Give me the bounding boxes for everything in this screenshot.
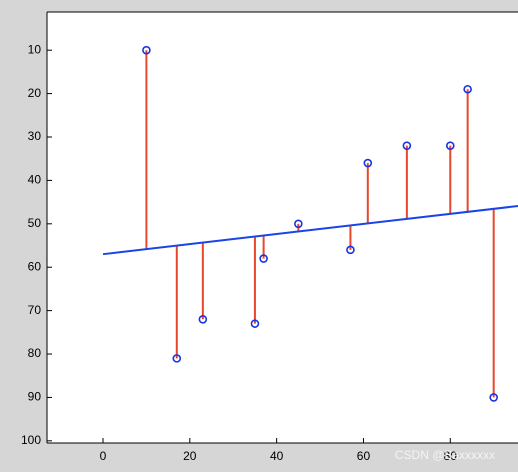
x-tick-label: 0: [100, 449, 107, 463]
point: [198, 314, 208, 324]
plot-area: [47, 12, 518, 443]
y-tick-label: 60: [28, 259, 42, 273]
y-tick-label: 40: [28, 173, 42, 187]
point: [363, 158, 373, 168]
y-tick-label: 20: [28, 86, 42, 100]
y-tick-label: 50: [28, 216, 42, 230]
x-tick-label: 20: [183, 449, 197, 463]
y-tick-label: 70: [28, 303, 42, 317]
point: [489, 393, 498, 402]
point: [346, 245, 355, 255]
watermark: CSDN @Baxxxxxx: [395, 448, 495, 462]
point: [445, 141, 455, 150]
point: [463, 84, 472, 94]
point: [402, 141, 412, 150]
y-tick-label: 100: [21, 433, 41, 447]
fit-line: [102, 205, 518, 256]
y-tick-label: 90: [28, 390, 42, 404]
point: [259, 254, 268, 263]
x-tick-label: 40: [270, 449, 284, 463]
y-tick-label: 10: [28, 42, 42, 56]
point: [294, 219, 303, 229]
x-tick-label: 60: [357, 449, 371, 463]
y-tick-label: 30: [28, 129, 42, 143]
point: [142, 45, 151, 55]
point: [172, 354, 182, 363]
point: [250, 319, 260, 328]
marks: 10 20 30 40 50 60 70 80 90 100 0 20 40 60 80: [21, 42, 518, 463]
y-tick-label: 80: [28, 346, 42, 360]
x-tick-label: 80: [444, 449, 458, 463]
